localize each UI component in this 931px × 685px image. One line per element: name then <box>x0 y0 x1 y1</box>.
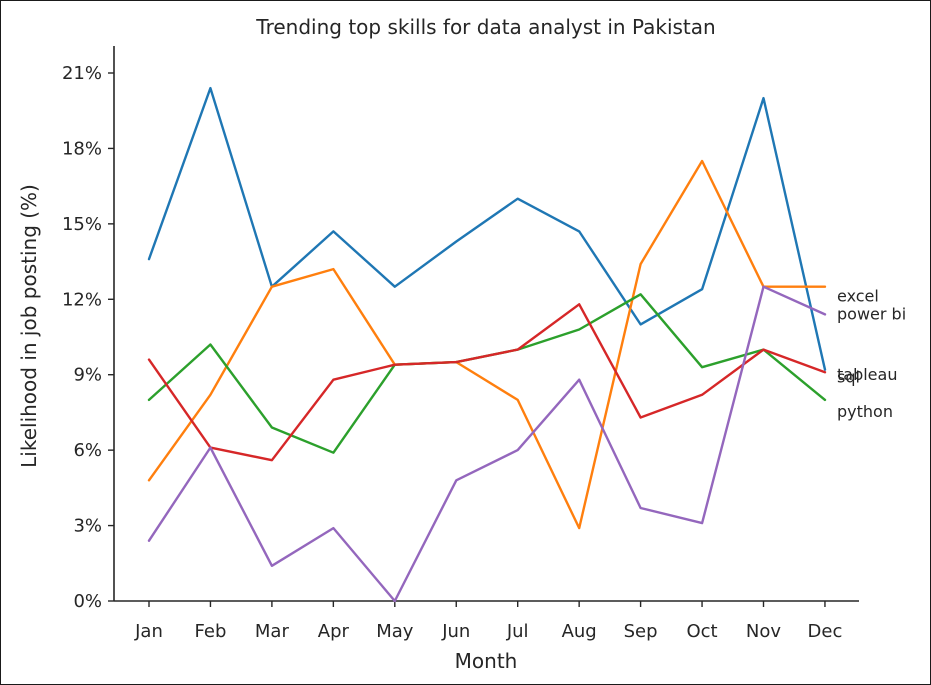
series-end-label-tableau: tableau <box>837 365 897 384</box>
series-end-label-excel: excel <box>837 287 879 306</box>
axes: 0% 3% 6% 9% 12% 15% 18% 21% Jan Feb Mar Apr May Jun Ju… <box>62 46 859 642</box>
series-line-python <box>147 293 827 454</box>
x-tick-label: Apr <box>318 621 350 642</box>
series-line-excel <box>147 159 827 530</box>
y-tick-label: 3% <box>73 516 102 537</box>
y-tick-label: 15% <box>62 214 102 235</box>
x-tick-label: Nov <box>746 621 781 642</box>
y-tick-label: 6% <box>73 440 102 461</box>
series-end-label-power-bi: power bi <box>837 304 906 323</box>
x-tick-label: Feb <box>195 621 227 642</box>
x-tick-label: Oct <box>686 621 717 642</box>
x-tick-label: Dec <box>808 621 843 642</box>
y-tick-label: 9% <box>73 365 102 386</box>
y-tick-label: 12% <box>62 289 102 310</box>
chart-title: Trending top skills for data analyst in … <box>255 15 715 39</box>
x-tick-label: Mar <box>255 621 290 642</box>
x-tick-label: Jan <box>134 621 163 642</box>
x-tick-label: May <box>376 621 414 642</box>
y-tick-label: 21% <box>62 63 102 84</box>
y-axis-label: Likelihood in job posting (%) <box>17 184 41 468</box>
x-tick-label: Jun <box>441 621 470 642</box>
x-axis-label: Month <box>455 649 518 673</box>
series-line-power-bi <box>147 285 827 603</box>
x-tick-label: Aug <box>562 621 597 642</box>
series-end-label-sql: sql <box>837 368 860 387</box>
series-end-label-python: python <box>837 402 893 421</box>
series-line-tableau <box>147 303 827 462</box>
y-tick-label: 18% <box>62 138 102 159</box>
series-layer <box>147 86 827 603</box>
x-tick-label: Jul <box>506 621 529 642</box>
series-line-sql <box>147 86 827 371</box>
x-tick-label: Sep <box>624 621 658 642</box>
y-tick-label: 0% <box>73 591 102 612</box>
